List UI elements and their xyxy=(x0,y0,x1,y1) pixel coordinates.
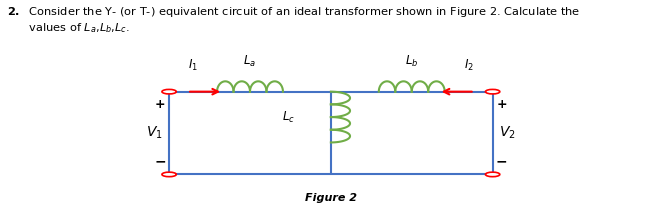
Text: +: + xyxy=(155,98,166,111)
Text: $I_2$: $I_2$ xyxy=(464,58,473,73)
Circle shape xyxy=(162,89,176,94)
Text: $L_c$: $L_c$ xyxy=(282,110,295,125)
Text: Figure 2: Figure 2 xyxy=(305,193,357,203)
Text: −: − xyxy=(496,154,507,168)
Text: $V_1$: $V_1$ xyxy=(146,125,163,141)
Circle shape xyxy=(485,89,500,94)
Circle shape xyxy=(485,172,500,177)
Text: +: + xyxy=(496,98,507,111)
Text: $I_1$: $I_1$ xyxy=(188,58,198,73)
Text: $L_a$: $L_a$ xyxy=(243,54,257,69)
Text: $V_2$: $V_2$ xyxy=(499,125,515,141)
Text: $\mathbf{2.}$  Consider the Y- (or T-) equivalent circuit of an ideal transforme: $\mathbf{2.}$ Consider the Y- (or T-) eq… xyxy=(7,5,581,35)
Text: $L_b$: $L_b$ xyxy=(405,54,418,69)
Text: −: − xyxy=(154,154,166,168)
Circle shape xyxy=(162,172,176,177)
